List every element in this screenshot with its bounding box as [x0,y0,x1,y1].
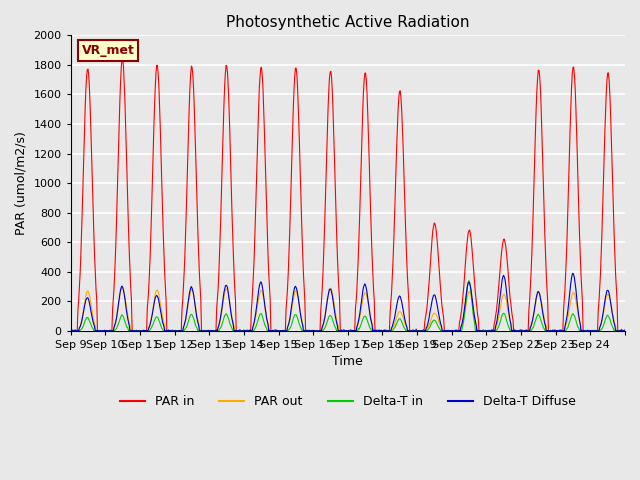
Line: PAR in: PAR in [70,59,625,331]
Y-axis label: PAR (umol/m2/s): PAR (umol/m2/s) [15,131,28,235]
PAR out [283,327,291,333]
PAR in [406,328,414,334]
Line: Delta-T in: Delta-T in [70,281,625,331]
Delta-T in [132,327,140,333]
Delta-T Diffuse [262,310,269,315]
Delta-T in [406,328,413,334]
Legend: PAR in, PAR out, Delta-T in, Delta-T Diffuse: PAR in, PAR out, Delta-T in, Delta-T Dif… [115,390,580,413]
PAR out [67,328,74,334]
Delta-T Diffuse [437,321,445,327]
Delta-T in [262,324,269,330]
PAR out [621,328,629,334]
PAR in [621,327,629,333]
PAR in [236,328,243,334]
PAR in [262,206,270,212]
PAR out [119,285,127,290]
PAR in [67,328,74,334]
PAR in [118,56,126,62]
Delta-T in [68,328,76,334]
PAR in [133,328,141,334]
Delta-T in [234,328,242,334]
PAR out [132,328,140,334]
Delta-T in [283,328,291,334]
Delta-T in [437,328,445,334]
PAR out [234,327,242,333]
Delta-T Diffuse [283,328,291,334]
Delta-T Diffuse [132,328,140,334]
PAR out [437,324,445,329]
Delta-T in [465,278,473,284]
Text: VR_met: VR_met [82,44,134,57]
Delta-T Diffuse [621,327,629,333]
Delta-T Diffuse [569,270,577,276]
Delta-T Diffuse [69,328,77,334]
PAR out [262,310,269,315]
Delta-T Diffuse [234,328,242,334]
Delta-T Diffuse [67,327,74,333]
Line: Delta-T Diffuse: Delta-T Diffuse [70,273,625,331]
Delta-T in [67,328,74,334]
PAR in [68,328,76,334]
PAR in [284,286,291,291]
PAR out [406,328,413,334]
Delta-T Diffuse [406,328,413,334]
X-axis label: Time: Time [332,355,364,369]
Delta-T in [621,328,629,334]
Line: PAR out: PAR out [70,288,625,331]
PAR in [438,297,445,303]
Title: Photosynthetic Active Radiation: Photosynthetic Active Radiation [226,15,470,30]
